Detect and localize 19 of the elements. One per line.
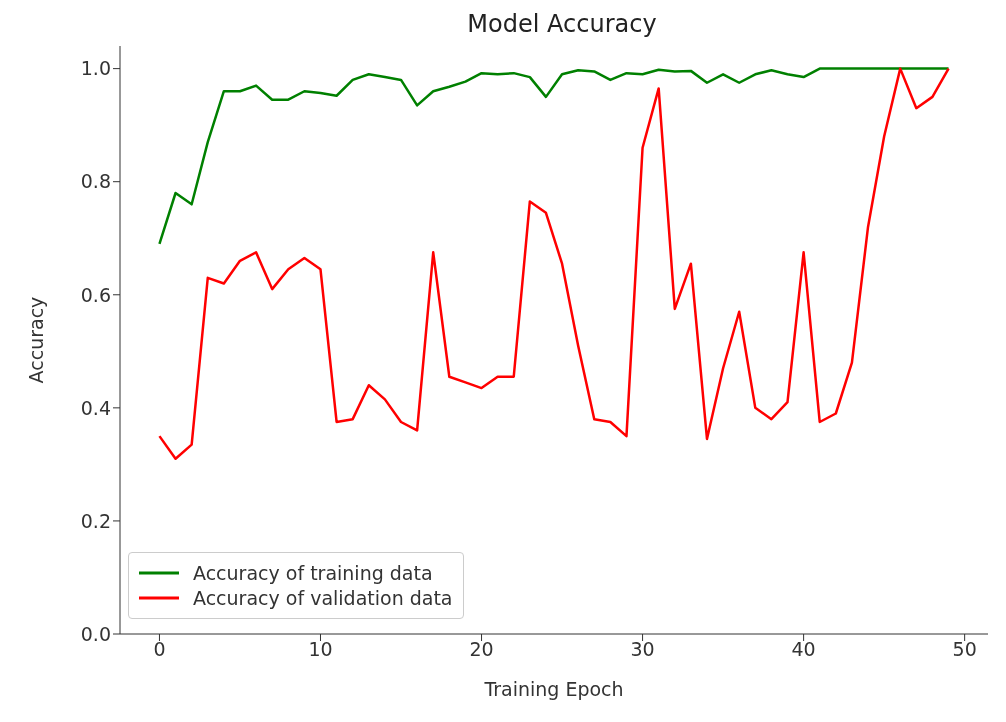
y-tick-label: 0.6 xyxy=(80,283,111,306)
chart-title: Model Accuracy xyxy=(466,10,658,38)
y-tick-label: 0.4 xyxy=(80,396,111,419)
x-tick-label: 20 xyxy=(469,638,494,661)
y-axis-title: Accuracy xyxy=(24,296,47,384)
x-tick-label: 50 xyxy=(952,638,977,661)
x-tick-label: 40 xyxy=(791,638,816,661)
y-tick-label: 1.0 xyxy=(80,57,111,80)
legend-label: Accuracy of validation data xyxy=(193,587,453,609)
x-tick-label: 10 xyxy=(308,638,333,661)
y-tick-label: 0.2 xyxy=(80,509,111,532)
y-tick-label: 0.0 xyxy=(80,622,111,645)
line-series xyxy=(158,67,950,246)
legend-label: Accuracy of training data xyxy=(193,562,433,584)
x-axis-title: Training Epoch xyxy=(483,678,624,700)
x-tick-label: 0 xyxy=(153,638,166,661)
line-series xyxy=(158,67,950,460)
x-tick-label: 30 xyxy=(630,638,655,661)
y-tick-label: 0.8 xyxy=(80,170,111,193)
